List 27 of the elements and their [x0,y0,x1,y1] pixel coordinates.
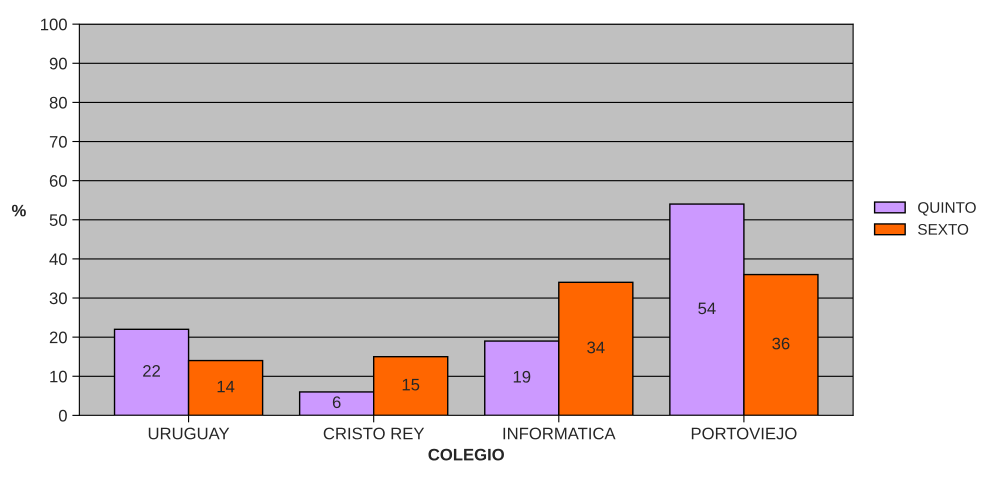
y-tick-label: 30 [50,292,67,304]
y-tick-label: 80 [50,96,67,109]
y-tick-label: 100 [41,18,67,30]
y-tick-label: 90 [50,58,67,70]
data-label: 14 [218,380,234,392]
y-tick-label: 70 [50,136,67,148]
y-tick-label: 60 [50,175,67,187]
x-tick-label: PORTOVIEJO [692,428,797,440]
y-tick-label: 10 [50,370,67,382]
y-tick-label: 40 [49,253,67,266]
data-label: 15 [402,378,420,391]
x-axis-title: COLEGIO [428,448,504,461]
data-label: 36 [772,338,790,350]
y-axis-title: % [12,204,26,216]
legend-label: SEXTO [918,224,968,235]
data-label: 54 [698,302,716,314]
data-label: 19 [514,370,530,383]
x-tick-label: CRISTO REY [324,428,424,440]
y-tick-label: 50 [50,214,67,226]
y-tick-label: 0 [58,410,67,422]
legend-label: QUINTO [918,202,976,216]
data-label: 34 [587,342,605,354]
data-label: 22 [143,365,160,377]
x-tick-label: INFORMATICA [504,428,616,440]
y-tick-label: 20 [50,332,67,344]
data-label: 6 [332,396,341,408]
x-tick-label: URUGUAY [148,428,230,440]
